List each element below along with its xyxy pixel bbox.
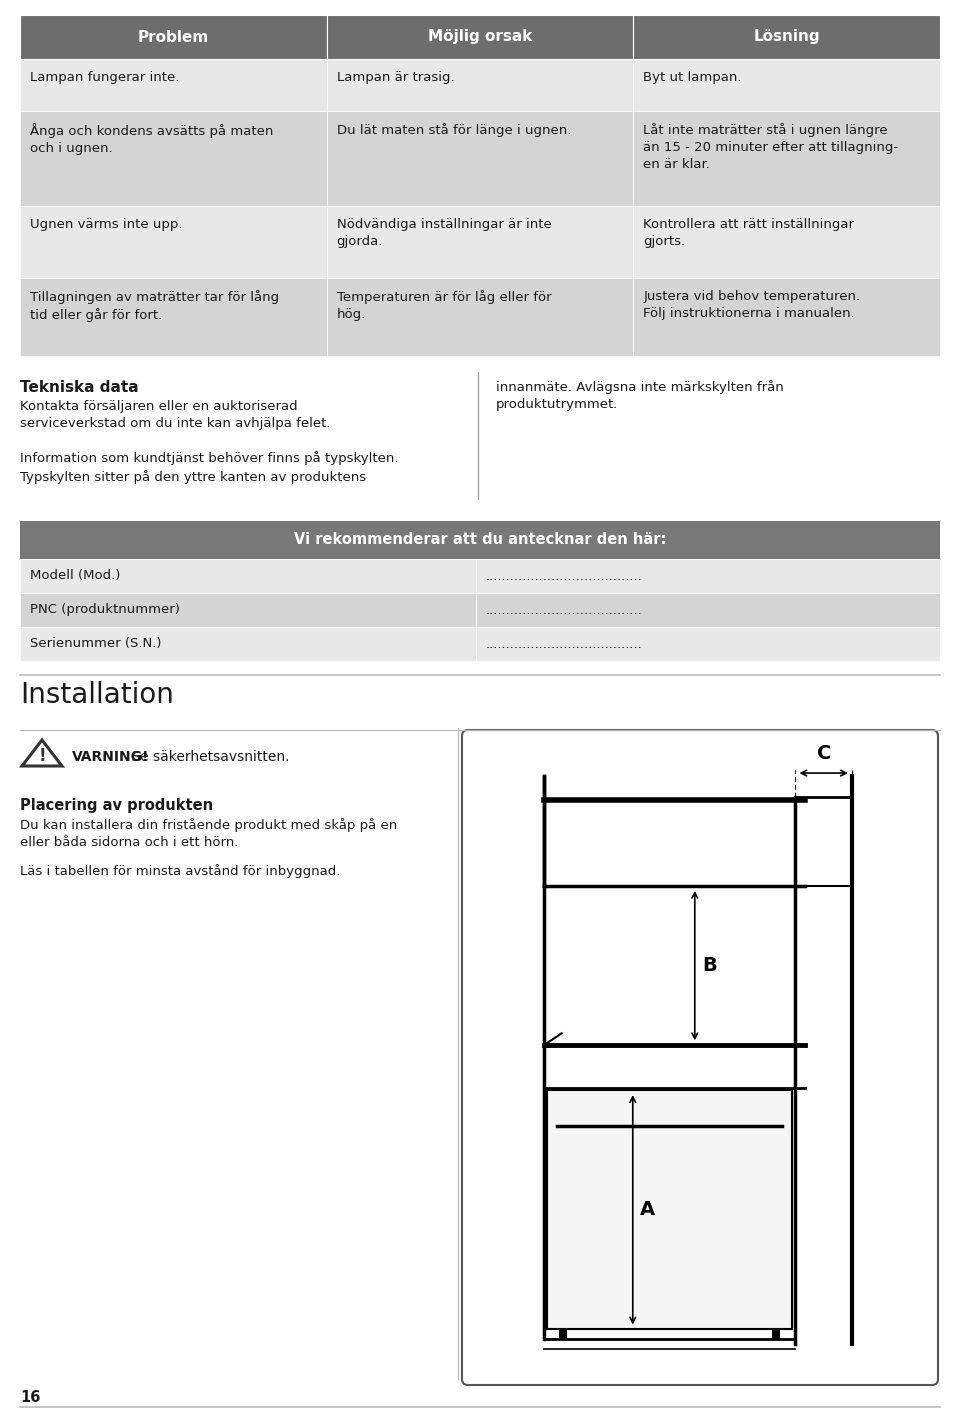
Bar [559, 1329, 566, 1339]
Text: !: ! [38, 747, 46, 765]
Text: Temperaturen är för låg eller för
hög.: Temperaturen är för låg eller för hög. [337, 290, 551, 322]
Text: Vi rekommenderar att du antecknar den här:: Vi rekommenderar att du antecknar den hä… [294, 533, 666, 547]
Bar [20, 626, 476, 660]
Text: C: C [817, 744, 830, 764]
Text: innanmäte. Avlägsna inte märkskylten från
produktutrymmet.: innanmäte. Avlägsna inte märkskylten frå… [496, 380, 783, 411]
Text: Nödvändiga inställningar är inte
gjorda.: Nödvändiga inställningar är inte gjorda. [337, 218, 551, 248]
Text: Se säkerhetsavsnitten.: Se säkerhetsavsnitten. [127, 750, 290, 764]
Bar [326, 111, 634, 205]
Bar [20, 592, 476, 626]
Bar [634, 111, 940, 205]
Bar [634, 205, 940, 278]
Text: Lampan är trasig.: Lampan är trasig. [337, 71, 454, 84]
Bar [476, 558, 940, 592]
Bar [20, 278, 326, 356]
Bar [326, 278, 634, 356]
Bar [20, 16, 326, 60]
Text: A: A [639, 1200, 655, 1219]
Text: VARNING!: VARNING! [72, 750, 150, 764]
Bar [634, 16, 940, 60]
Text: Ugnen värms inte upp.: Ugnen värms inte upp. [30, 218, 182, 231]
Bar [634, 60, 940, 111]
Text: Placering av produkten: Placering av produkten [20, 798, 213, 813]
Text: PNC (produktnummer): PNC (produktnummer) [30, 604, 180, 616]
Text: Justera vid behov temperaturen.
Följ instruktionerna i manualen.: Justera vid behov temperaturen. Följ ins… [643, 290, 860, 320]
Text: Modell (Mod.): Modell (Mod.) [30, 570, 120, 582]
Text: Möjlig orsak: Möjlig orsak [428, 30, 532, 44]
Bar [20, 205, 326, 278]
FancyBboxPatch shape [462, 730, 938, 1384]
Text: Låt inte maträtter stå i ugnen längre
än 15 - 20 minuter efter att tillagning-
e: Låt inte maträtter stå i ugnen längre än… [643, 123, 899, 171]
Text: Lösning: Lösning [754, 30, 820, 44]
Text: Lampan fungerar inte.: Lampan fungerar inte. [30, 71, 180, 84]
Bar [20, 111, 326, 205]
Text: Kontrollera att rätt inställningar
gjorts.: Kontrollera att rätt inställningar gjort… [643, 218, 854, 248]
Bar [20, 558, 476, 592]
Text: ......................................: ...................................... [486, 638, 643, 650]
Text: Du lät maten stå för länge i ugnen.: Du lät maten stå för länge i ugnen. [337, 123, 571, 137]
Text: Byt ut lampan.: Byt ut lampan. [643, 71, 742, 84]
Text: Installation: Installation [20, 682, 174, 708]
Bar [326, 205, 634, 278]
Text: Läs i tabellen för minsta avstånd för inbyggnad.: Läs i tabellen för minsta avstånd för in… [20, 864, 341, 879]
Bar [326, 16, 634, 60]
Bar [476, 626, 940, 660]
Bar [634, 278, 940, 356]
Text: 16: 16 [20, 1390, 40, 1404]
Bar [20, 521, 940, 558]
Text: Kontakta försäljaren eller en auktoriserad
serviceverkstad om du inte kan avhjäl: Kontakta försäljaren eller en auktoriser… [20, 400, 398, 483]
Bar [326, 60, 634, 111]
Text: Problem: Problem [137, 30, 209, 44]
Text: Tillagningen av maträtter tar för lång
tid eller går för fort.: Tillagningen av maträtter tar för lång t… [30, 290, 279, 322]
Bar [773, 1329, 780, 1339]
Text: Serienummer (S.N.): Serienummer (S.N.) [30, 638, 161, 650]
Text: ......................................: ...................................... [486, 570, 643, 582]
Bar [547, 1090, 793, 1329]
Text: ......................................: ...................................... [486, 604, 643, 616]
Bar [20, 60, 326, 111]
Text: Tekniska data: Tekniska data [20, 380, 138, 395]
Text: Du kan installera din fristående produkt med skåp på en
eller båda sidorna och i: Du kan installera din fristående produkt… [20, 818, 397, 849]
Text: B: B [702, 956, 716, 975]
Bar [476, 592, 940, 626]
Text: Ånga och kondens avsätts på maten
och i ugnen.: Ånga och kondens avsätts på maten och i … [30, 123, 274, 154]
